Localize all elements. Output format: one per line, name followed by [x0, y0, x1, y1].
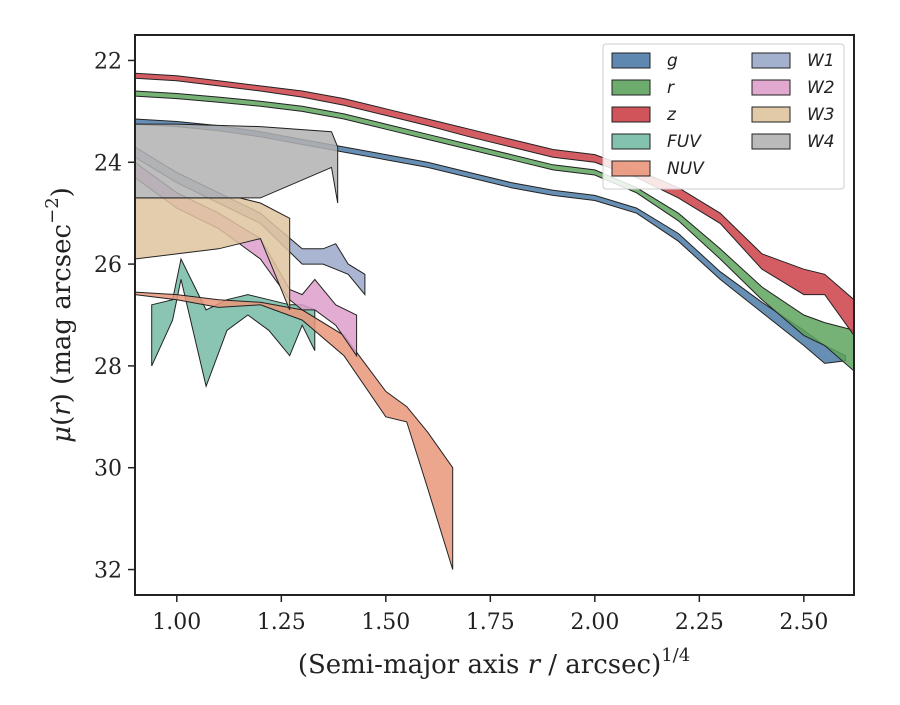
- y-tick-label: 28: [94, 355, 122, 380]
- legend-label-g: g: [667, 51, 678, 71]
- x-axis-label-var: r: [528, 650, 542, 680]
- x-axis-label-prefix: (Semi-major axis: [298, 650, 528, 680]
- legend-swatch-r: [611, 79, 651, 96]
- x-tick-label: 1.75: [466, 610, 515, 635]
- legend-label-w1: W1: [807, 51, 835, 71]
- legend-label-w3: W3: [807, 105, 835, 125]
- legend-label-z: z: [666, 105, 677, 125]
- y-axis-label-unit-power: −2: [42, 197, 63, 224]
- x-axis-label: (Semi-major axis r / arcsec)1/4: [298, 645, 690, 680]
- y-axis-label-open: (: [47, 416, 77, 426]
- legend-swatch-fuv: [611, 133, 651, 150]
- x-axis: 1.00 1.25 1.50 1.75 2.00 2.25 2.50: [152, 595, 828, 635]
- x-tick-label: 2.50: [779, 610, 828, 635]
- band-nuv: [135, 291, 454, 570]
- legend-swatch-g: [611, 52, 651, 69]
- legend-label-w4: W4: [807, 132, 835, 152]
- band-w4: [135, 123, 339, 204]
- band-fuv: [151, 257, 316, 389]
- legend-swatch-w3: [751, 106, 791, 123]
- band-z: [135, 72, 854, 337]
- legend-swatch-nuv: [611, 160, 651, 177]
- x-axis-label-power: 1/4: [661, 645, 690, 666]
- y-tick-label: 22: [94, 49, 122, 74]
- y-axis: 22 24 26 28 30 32: [94, 49, 135, 584]
- legend-swatch-w4: [751, 133, 791, 150]
- x-tick-label: 2.25: [675, 610, 724, 635]
- x-tick-label: 1.00: [152, 610, 201, 635]
- y-tick-label: 32: [94, 559, 122, 584]
- legend-label-fuv: FUV: [667, 132, 702, 152]
- y-tick-label: 30: [94, 457, 122, 482]
- y-axis-label-unit-close: ): [47, 187, 77, 197]
- legend-swatch-w1: [751, 52, 791, 69]
- y-tick-label: 26: [94, 253, 122, 278]
- y-axis-label-mu: μ: [47, 426, 77, 443]
- legend-label-r: r: [667, 78, 675, 98]
- band-r: [135, 90, 854, 372]
- y-tick-label: 24: [94, 151, 122, 176]
- x-tick-label: 1.25: [257, 610, 306, 635]
- y-axis-label-unit: (mag arcsec: [47, 224, 77, 393]
- x-axis-label-suffix: / arcsec): [540, 650, 661, 680]
- y-axis-label: μ(r) (mag arcsec−2): [42, 187, 77, 443]
- legend: grz FUV NUV W1 W2 W3 W4: [602, 43, 845, 190]
- y-axis-label-close: ): [47, 393, 77, 403]
- legend-label-nuv: NUV: [667, 159, 705, 179]
- y-axis-label-var: r: [47, 402, 77, 416]
- x-tick-label: 2.00: [570, 610, 619, 635]
- x-tick-label: 1.50: [361, 610, 410, 635]
- legend-swatch-z: [611, 106, 651, 123]
- legend-label-w2: W2: [807, 78, 835, 98]
- legend-swatch-w2: [751, 79, 791, 96]
- series-layer: [135, 72, 854, 570]
- plot-frame: [134, 34, 855, 596]
